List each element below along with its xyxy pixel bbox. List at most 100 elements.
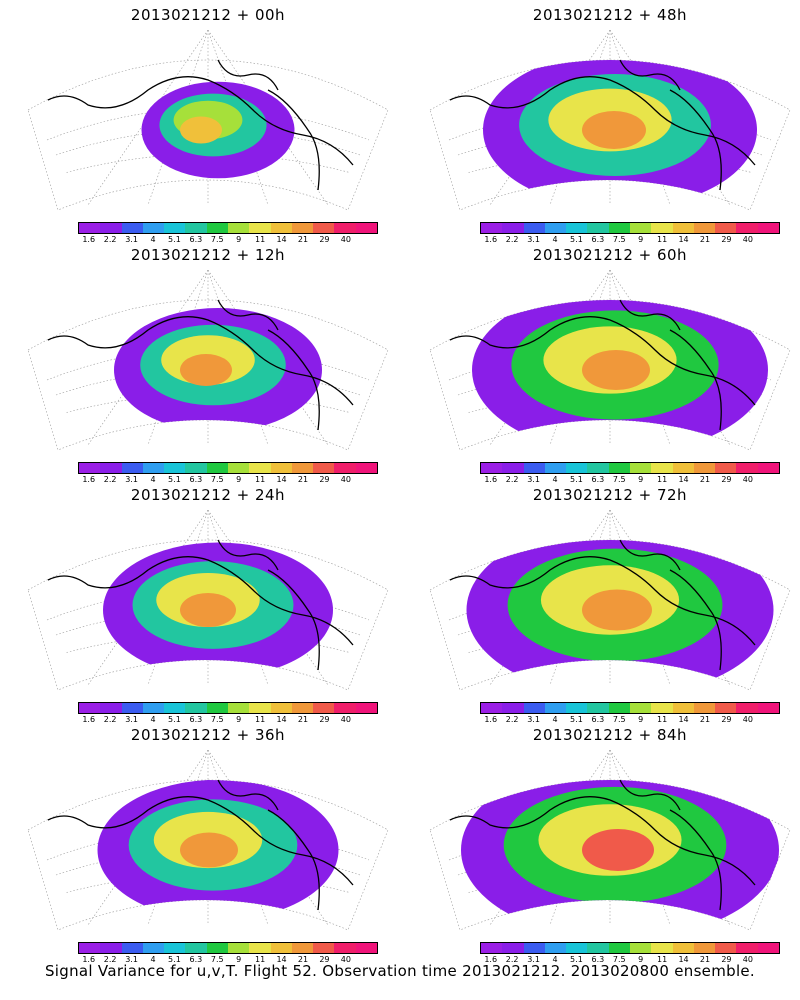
colorbar-label: 1.6 (484, 715, 498, 724)
colorbar-segment (313, 703, 335, 713)
colorbar-label: 9 (638, 235, 644, 244)
colorbar-segment (587, 223, 609, 233)
colorbar-label: 5.1 (570, 715, 583, 724)
panel-title: 2013021212 + 48h (532, 6, 688, 24)
colorbar-label: 40 (742, 715, 753, 724)
colorbar-label: 4 (150, 715, 156, 724)
map-panel: 2013021212 + 84h 1.6 2.2 3.1 4 5.1 6.3 7.5 9 11 14… (420, 720, 800, 964)
colorbar-label: 29 (721, 235, 732, 244)
colorbar-labels: 1.6 2.2 3.1 4 5.1 6.3 7.5 9 11 14 21 29 40 (480, 955, 780, 967)
colorbar-segment (142, 703, 165, 713)
colorbar-label: 6.3 (591, 715, 605, 724)
colorbar-label: 3.1 (527, 715, 540, 724)
colorbar-segment (715, 943, 737, 953)
colorbar-segment (629, 703, 652, 713)
colorbar-segment (334, 223, 356, 233)
map-panel: 2013021212 + 72h 1.6 2.2 3.1 4 5.1 6.3 7.5 9 11 14… (420, 480, 800, 724)
colorbar-segment (270, 463, 292, 473)
colorbar-label: 6.3 (591, 235, 605, 244)
colorbar-segment (481, 943, 503, 953)
colorbar-label: 6.3 (189, 715, 203, 724)
colorbar-label: 7.5 (210, 235, 224, 244)
colorbar-segment (79, 223, 101, 233)
map-plot (27, 750, 389, 931)
colorbar-segment (313, 943, 335, 953)
colorbar-segment (291, 943, 314, 953)
panel-title: 2013021212 + 36h (130, 726, 286, 744)
colorbar-segment (566, 703, 588, 713)
colorbar-segment (79, 463, 101, 473)
colorbar-label: 21 (699, 235, 711, 244)
colorbar-labels: 1.6 2.2 3.1 4 5.1 6.3 7.5 9 11 14 21 29 40 (480, 235, 780, 247)
colorbar-segment (270, 223, 292, 233)
colorbar-label: 1.6 (82, 955, 96, 964)
variance-field (461, 780, 779, 930)
colorbar-segment (608, 943, 630, 953)
colorbar-segment (715, 223, 737, 233)
colorbar-labels: 1.6 2.2 3.1 4 5.1 6.3 7.5 9 11 14 21 29 40 (78, 955, 378, 967)
colorbar-label: 4 (552, 475, 558, 484)
colorbar-segment (481, 463, 503, 473)
colorbar-label: 11 (255, 475, 266, 484)
colorbar-segment (206, 703, 228, 713)
colorbar-label: 6.3 (591, 955, 605, 964)
colorbar-label: 29 (721, 955, 732, 964)
colorbar-segment (672, 223, 694, 233)
colorbar-label: 1.6 (82, 235, 96, 244)
colorbar-label: 40 (340, 955, 351, 964)
colorbar-segment (566, 943, 588, 953)
colorbar-label: 21 (297, 715, 309, 724)
colorbar-segment (334, 703, 356, 713)
colorbar-segment (566, 223, 588, 233)
colorbar-label: 5.1 (570, 475, 583, 484)
colorbar-labels: 1.6 2.2 3.1 4 5.1 6.3 7.5 9 11 14 21 29 40 (78, 235, 378, 247)
panel-title: 2013021212 + 00h (130, 6, 286, 24)
colorbar-label: 2.2 (103, 235, 117, 244)
colorbar-segment (544, 223, 567, 233)
variance-field (483, 60, 757, 209)
variance-field (472, 300, 768, 450)
colorbar-segment (164, 223, 186, 233)
colorbar-segment (523, 463, 545, 473)
colorbar-segment (651, 703, 673, 713)
colorbar-label: 7.5 (210, 715, 224, 724)
colorbar-label: 21 (699, 475, 711, 484)
colorbar-label: 11 (657, 235, 668, 244)
colorbar-label: 21 (699, 955, 711, 964)
colorbar-segment (502, 223, 524, 233)
figure-caption: Signal Variance for u,v,T. Flight 52. Ob… (44, 962, 756, 980)
colorbar-segment (715, 463, 737, 473)
colorbar-segment (185, 943, 207, 953)
coastline (47, 539, 354, 671)
colorbar-label: 29 (319, 475, 330, 484)
colorbar-segment (693, 463, 716, 473)
panel-title: 2013021212 + 60h (532, 246, 688, 264)
colorbar-label: 40 (340, 235, 351, 244)
colorbar-segment (693, 943, 716, 953)
colorbar-segment (227, 223, 250, 233)
colorbar-label: 1.6 (82, 475, 96, 484)
map-panel: 2013021212 + 24h 1.6 2.2 3.1 4 5.1 6.3 7.5 9 11 14… (18, 480, 398, 724)
colorbar-segment (502, 463, 524, 473)
colorbar-segment (629, 943, 652, 953)
colorbar-segment (672, 943, 694, 953)
colorbar-label: 7.5 (612, 235, 626, 244)
colorbar-segment (672, 463, 694, 473)
colorbar-segment (121, 703, 143, 713)
map-panel: 2013021212 + 36h 1.6 2.2 3.1 4 5.1 6.3 7.5 9 11 14… (18, 720, 398, 964)
colorbar (78, 942, 378, 954)
panel-title: 2013021212 + 12h (130, 246, 286, 264)
colorbar-label: 3.1 (527, 475, 540, 484)
colorbar-segment (291, 223, 314, 233)
colorbar-label: 7.5 (210, 475, 224, 484)
colorbar-label: 5.1 (168, 235, 181, 244)
colorbar-segment (672, 703, 694, 713)
colorbar-label: 9 (236, 955, 242, 964)
colorbar-label: 14 (276, 715, 287, 724)
colorbar-segment (736, 943, 758, 953)
colorbar-segment (544, 463, 567, 473)
colorbar-label: 5.1 (570, 955, 583, 964)
colorbar-label: 1.6 (484, 235, 498, 244)
colorbar-label: 3.1 (125, 235, 138, 244)
map-panel: 2013021212 + 12h 1.6 2.2 3.1 4 5.1 6.3 7.5 9 11 14… (18, 240, 398, 484)
